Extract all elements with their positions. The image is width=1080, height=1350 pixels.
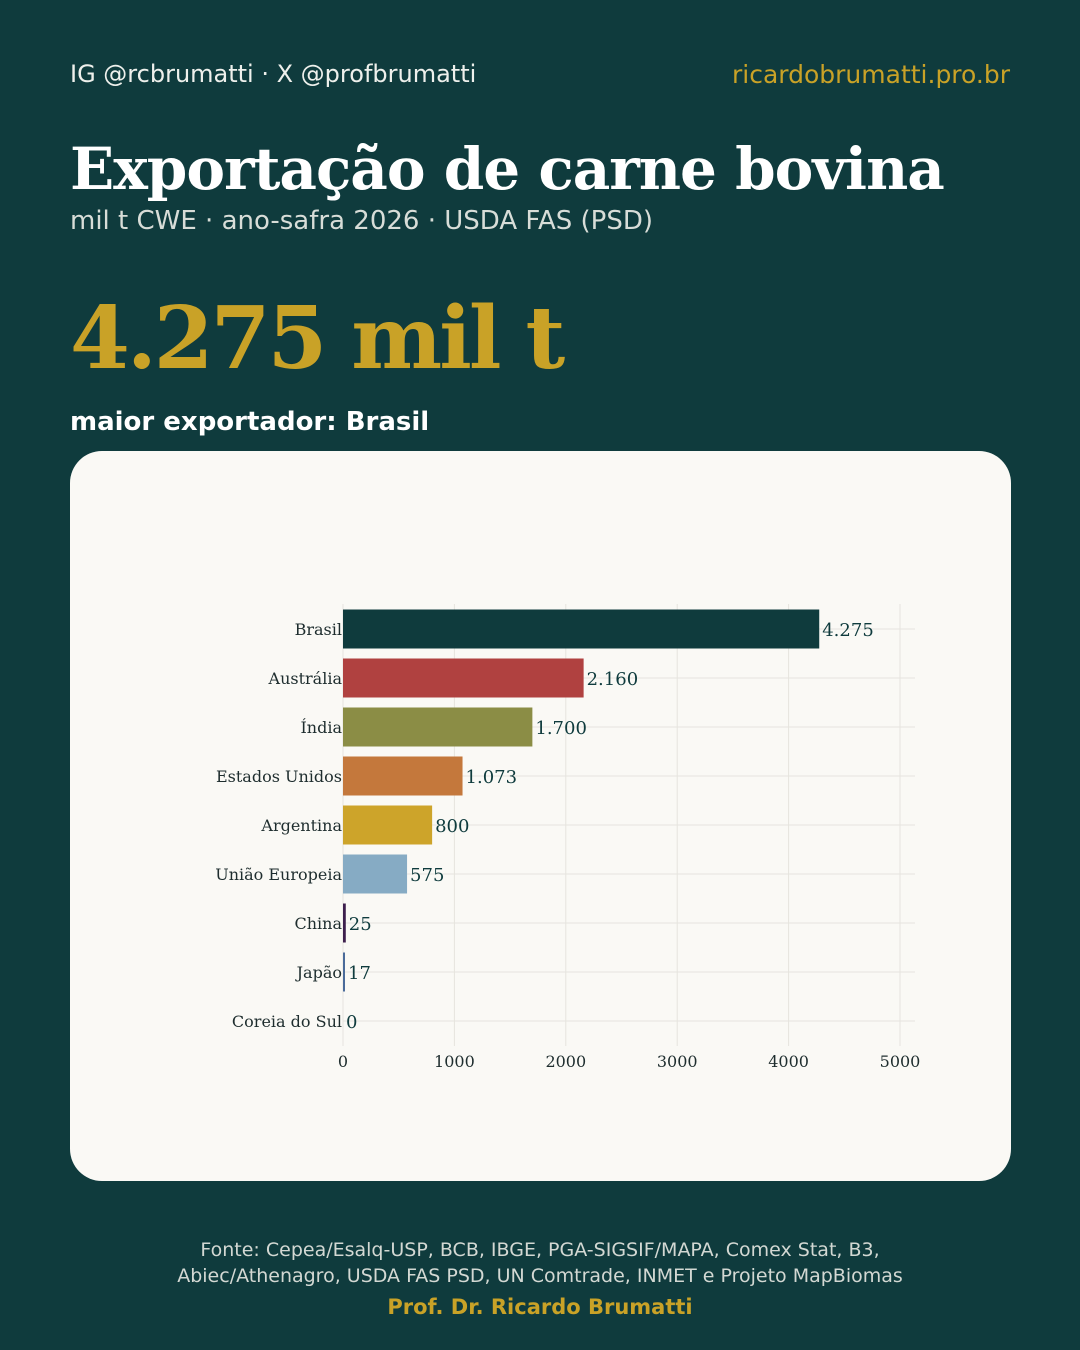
- bar-6: [343, 903, 346, 943]
- headline-value: 4.275 mil t: [70, 288, 565, 389]
- category-label-0: Brasil: [295, 620, 342, 639]
- category-label-5: União Europeia: [215, 865, 342, 884]
- bar-3: [343, 756, 463, 796]
- bar-4: [343, 805, 433, 845]
- social-handles: IG @rcbrumatti · X @profbrumatti: [70, 60, 477, 88]
- x-tick-label-2: 2000: [545, 1052, 586, 1071]
- category-label-6: China: [294, 914, 342, 933]
- bar-5: [343, 854, 408, 894]
- author-name: Prof. Dr. Ricardo Brumatti: [387, 1295, 693, 1319]
- lead-text: maior exportador: Brasil: [70, 407, 430, 437]
- data-label-3: 1.073: [466, 767, 518, 788]
- data-label-2: 1.700: [535, 718, 587, 739]
- page-subtitle: mil t CWE · ano-safra 2026 · USDA FAS (P…: [70, 206, 654, 236]
- data-label-1: 2.160: [587, 669, 639, 690]
- website-link[interactable]: ricardobrumatti.pro.br: [731, 60, 1010, 89]
- x-tick-label-0: 0: [338, 1052, 348, 1071]
- x-tick-label-3: 3000: [657, 1052, 698, 1071]
- data-label-8: 0: [346, 1012, 357, 1033]
- page-title: Exportação de carne bovina: [70, 135, 945, 203]
- data-label-5: 575: [410, 865, 444, 886]
- data-label-6: 25: [349, 914, 372, 935]
- category-label-1: Austrália: [268, 669, 343, 688]
- bar-0: [343, 609, 820, 649]
- data-label-7: 17: [348, 963, 371, 984]
- source-line-1: Fonte: Cepea/Esalq-USP, BCB, IBGE, PGA-S…: [200, 1239, 880, 1261]
- source-line-2: Abiec/Athenagro, USDA FAS PSD, UN Comtra…: [177, 1265, 903, 1287]
- x-tick-label-1: 1000: [434, 1052, 475, 1071]
- category-label-8: Coreia do Sul: [232, 1012, 342, 1031]
- bar-2: [343, 707, 533, 747]
- bar-chart: Brasil 4.275 Austrália 2.160 Índia 1.700 Estad…: [215, 604, 921, 1071]
- category-label-7: Japão: [295, 963, 342, 982]
- category-label-3: Estados Unidos: [216, 767, 342, 786]
- x-tick-label-5: 5000: [880, 1052, 921, 1071]
- bar-1: [343, 658, 584, 698]
- data-label-4: 800: [435, 816, 469, 837]
- x-tick-label-4: 4000: [768, 1052, 809, 1071]
- bar-7: [343, 952, 345, 992]
- chart-card: Brasil 4.275 Austrália 2.160 Índia 1.700 Estad…: [70, 451, 1011, 1181]
- category-label-4: Argentina: [260, 816, 342, 835]
- data-label-0: 4.275: [822, 620, 874, 641]
- category-label-2: Índia: [300, 717, 342, 737]
